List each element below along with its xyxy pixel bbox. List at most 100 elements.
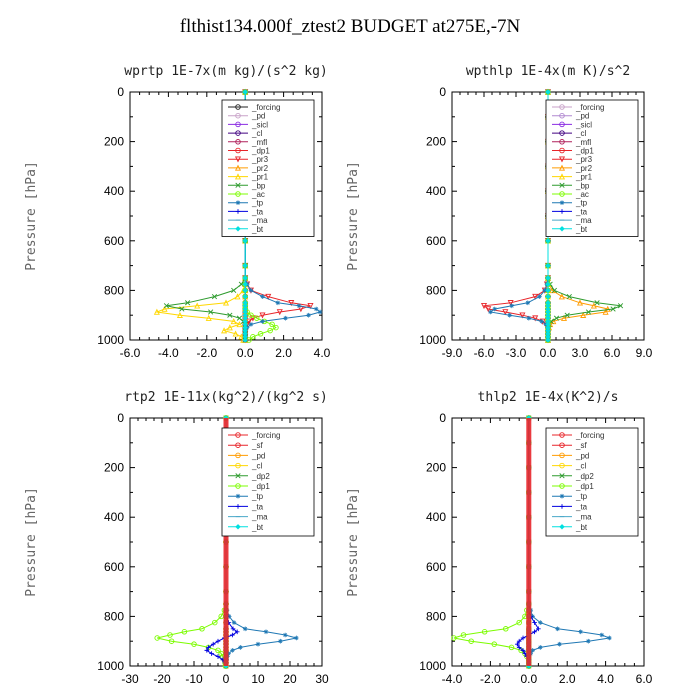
y-tick-label: 800	[426, 283, 446, 297]
x-tick-label: 4.0	[314, 346, 331, 360]
data-point	[154, 635, 160, 641]
data-point	[602, 308, 609, 315]
legend-marker	[235, 200, 241, 205]
legend-marker	[235, 452, 241, 459]
data-point	[520, 635, 526, 641]
legend-marker	[559, 473, 565, 479]
legend-marker	[559, 139, 565, 145]
legend-entry: _dp1	[228, 147, 270, 156]
legend-label: _dp1	[251, 147, 270, 156]
legend-marker	[559, 121, 565, 128]
legend-label: _cl	[251, 462, 262, 471]
data-point	[231, 287, 237, 294]
legend-entry: _pr1	[552, 173, 593, 182]
legend-marker	[559, 200, 565, 205]
legend-label: _forcing	[575, 103, 604, 112]
y-tick-label: 1000	[419, 659, 446, 673]
series-pr3	[480, 89, 552, 344]
legend-label: _ma	[251, 513, 268, 522]
data-point	[242, 89, 248, 95]
legend-label: _pd	[251, 451, 265, 460]
data-point	[607, 635, 612, 641]
data-point	[226, 324, 233, 331]
legend-label: _tp	[251, 199, 264, 208]
legend-label: _bt	[251, 225, 264, 234]
data-point	[296, 303, 302, 309]
y-tick-label: 800	[426, 609, 446, 623]
legend-marker	[559, 104, 565, 110]
data-point	[313, 306, 319, 312]
data-point	[194, 302, 201, 309]
legend-marker	[558, 156, 566, 163]
data-point	[242, 337, 248, 343]
data-point	[545, 89, 551, 95]
legend-marker	[235, 483, 241, 489]
legend-label: _bp	[251, 181, 266, 190]
data-point	[257, 331, 264, 337]
legend-entry: _bt	[552, 523, 588, 532]
data-point	[253, 315, 260, 321]
data-point	[468, 638, 474, 644]
data-point	[590, 302, 597, 309]
data-point	[230, 648, 235, 653]
data-point	[199, 626, 205, 632]
legend-label: _tp	[575, 492, 588, 501]
legend-entry: _mfl	[552, 138, 591, 147]
legend-marker	[558, 164, 566, 171]
data-point	[532, 620, 537, 625]
plot-title: rtp2 1E-11x(kg^2)/(kg^2 s)	[124, 390, 328, 405]
y-tick-label: 0	[439, 85, 446, 99]
y-axis-label: Pressure [hPa]	[24, 487, 39, 597]
legend-label: _cl	[575, 462, 586, 471]
data-point	[163, 303, 170, 309]
data-point	[242, 626, 248, 632]
y-axis-label: Pressure [hPa]	[346, 487, 361, 597]
legend-marker	[235, 121, 241, 128]
legend-entry: _ta	[552, 207, 588, 216]
y-tick-label: 200	[104, 135, 124, 149]
legend-entry: _ma	[228, 513, 268, 522]
y-tick-label: 0	[439, 411, 446, 425]
data-point	[491, 641, 497, 647]
legend-label: _sf	[575, 441, 587, 450]
legend-entry: _dp2	[552, 472, 594, 481]
x-tick-label: 3.0	[572, 346, 589, 360]
legend-entry: _pr1	[228, 173, 269, 182]
legend-entry: _ta	[228, 207, 264, 216]
legend-label: _ma	[575, 216, 592, 225]
legend-label: _pr1	[575, 173, 593, 182]
legend: _forcing_sf_pd _cl_dp2_dp1_tp_ta _ma_bt	[545, 427, 639, 537]
data-point	[230, 626, 236, 632]
x-tick-label: 9.0	[636, 346, 653, 360]
legend-marker	[559, 112, 565, 119]
legend-entry: _dp1	[552, 147, 594, 156]
legend-marker	[235, 130, 241, 136]
legend-marker	[559, 452, 565, 459]
legend-marker	[234, 156, 242, 163]
legend-marker	[235, 432, 241, 438]
data-point	[176, 311, 183, 318]
legend-entry: _bt	[228, 225, 264, 234]
figure-title: flthist134.000f_ztest2 BUDGET at275E,-7N	[179, 16, 521, 37]
data-point	[492, 306, 497, 312]
x-tick-label: 0.0	[520, 672, 537, 686]
legend-label: _dp1	[575, 482, 594, 491]
legend-label: _sicl	[575, 120, 592, 129]
data-point	[269, 321, 275, 328]
data-point	[545, 262, 551, 269]
legend-label: _tp	[575, 199, 588, 208]
legend-marker	[559, 493, 565, 499]
data-point	[230, 318, 237, 325]
legend-label: _mfl	[575, 138, 591, 147]
data-point	[542, 288, 548, 293]
plot-title: wpthlp 1E-4x(m K)/s^2	[466, 64, 630, 79]
y-tick-label: 600	[104, 234, 124, 248]
legend-marker	[559, 432, 565, 438]
data-point	[580, 311, 587, 318]
legend-entry: _sf	[228, 441, 263, 450]
series-line	[453, 418, 530, 666]
x-tick-label: -9.0	[442, 346, 463, 360]
data-point	[532, 315, 539, 322]
y-tick-label: 800	[104, 609, 124, 623]
legend-label: _pd	[575, 451, 589, 460]
